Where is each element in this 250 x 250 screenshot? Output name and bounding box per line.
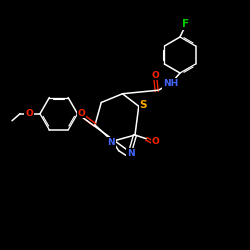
Text: N: N — [127, 148, 134, 158]
Text: O: O — [78, 108, 86, 118]
Text: O: O — [152, 138, 160, 146]
Text: N: N — [108, 138, 115, 147]
Text: O: O — [25, 109, 33, 118]
Text: S: S — [140, 100, 147, 110]
Text: F: F — [182, 19, 190, 29]
Text: NH: NH — [163, 79, 178, 88]
Text: O: O — [152, 71, 160, 80]
